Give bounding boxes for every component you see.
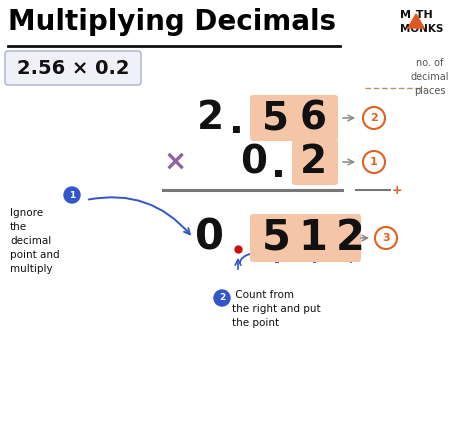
Text: 5: 5	[263, 99, 290, 137]
Text: 6: 6	[300, 99, 327, 137]
Text: 2: 2	[336, 217, 365, 259]
Text: 0: 0	[195, 217, 225, 259]
FancyBboxPatch shape	[292, 139, 338, 185]
Circle shape	[363, 151, 385, 173]
Circle shape	[363, 107, 385, 129]
Text: MONKS: MONKS	[400, 24, 443, 34]
Text: 2.56 × 0.2: 2.56 × 0.2	[17, 59, 129, 78]
Text: 5: 5	[262, 217, 291, 259]
FancyBboxPatch shape	[250, 214, 361, 262]
Text: 1: 1	[69, 190, 75, 200]
Text: no. of
decimal
places: no. of decimal places	[411, 58, 449, 96]
Text: 2: 2	[370, 113, 378, 123]
Circle shape	[64, 187, 80, 203]
Text: .: .	[228, 103, 244, 141]
Text: Multiplying Decimals: Multiplying Decimals	[8, 8, 336, 36]
Text: Count from
the right and put
the point: Count from the right and put the point	[232, 290, 320, 328]
Text: +: +	[392, 184, 402, 197]
Polygon shape	[408, 14, 424, 28]
Text: .: .	[271, 147, 285, 185]
Text: 2: 2	[196, 99, 224, 137]
Text: ×: ×	[164, 148, 187, 176]
Text: 1: 1	[299, 217, 328, 259]
FancyBboxPatch shape	[5, 51, 141, 85]
Text: 0: 0	[240, 143, 267, 181]
Text: M: M	[400, 10, 411, 20]
Circle shape	[214, 290, 230, 306]
FancyBboxPatch shape	[250, 95, 338, 141]
Text: 2: 2	[300, 143, 327, 181]
Text: TH: TH	[408, 10, 433, 20]
Text: 2: 2	[219, 293, 225, 303]
Circle shape	[375, 227, 397, 249]
Text: 1: 1	[370, 157, 378, 167]
Text: Ignore
the
decimal
point and
multiply: Ignore the decimal point and multiply	[10, 208, 60, 274]
Text: 3: 3	[382, 233, 390, 243]
